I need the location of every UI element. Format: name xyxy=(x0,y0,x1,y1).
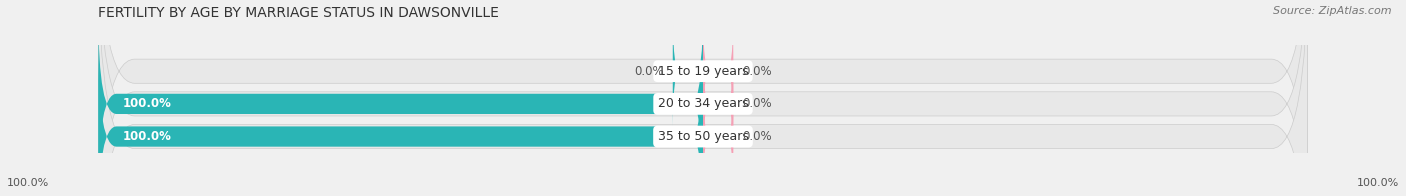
FancyBboxPatch shape xyxy=(703,16,734,126)
Text: 0.0%: 0.0% xyxy=(634,65,664,78)
Text: 0.0%: 0.0% xyxy=(742,97,772,110)
FancyBboxPatch shape xyxy=(703,49,734,159)
Text: 100.0%: 100.0% xyxy=(7,178,49,188)
FancyBboxPatch shape xyxy=(98,16,703,192)
Text: 100.0%: 100.0% xyxy=(1357,178,1399,188)
Text: Source: ZipAtlas.com: Source: ZipAtlas.com xyxy=(1274,6,1392,16)
Text: FERTILITY BY AGE BY MARRIAGE STATUS IN DAWSONVILLE: FERTILITY BY AGE BY MARRIAGE STATUS IN D… xyxy=(98,6,499,20)
Text: 35 to 50 years: 35 to 50 years xyxy=(658,130,748,143)
Text: 0.0%: 0.0% xyxy=(742,65,772,78)
FancyBboxPatch shape xyxy=(98,0,1308,196)
FancyBboxPatch shape xyxy=(703,81,734,192)
FancyBboxPatch shape xyxy=(98,0,1308,196)
FancyBboxPatch shape xyxy=(98,49,703,196)
Text: 15 to 19 years: 15 to 19 years xyxy=(658,65,748,78)
Text: 100.0%: 100.0% xyxy=(122,97,172,110)
Text: 0.0%: 0.0% xyxy=(742,130,772,143)
FancyBboxPatch shape xyxy=(672,16,703,126)
Text: 100.0%: 100.0% xyxy=(122,130,172,143)
Text: 20 to 34 years: 20 to 34 years xyxy=(658,97,748,110)
FancyBboxPatch shape xyxy=(98,0,1308,196)
